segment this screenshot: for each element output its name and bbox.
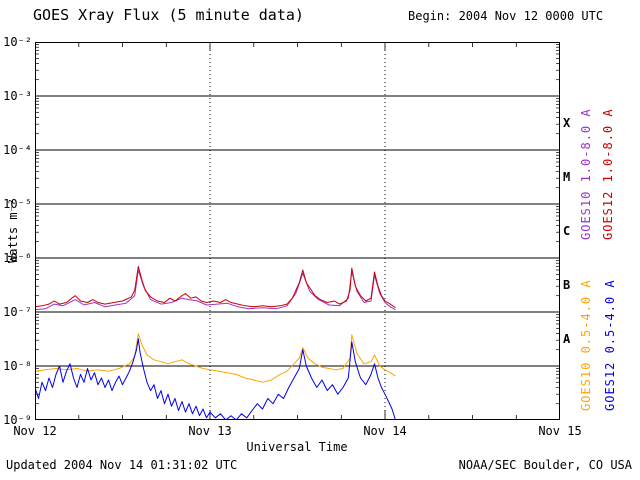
y-tick-label: 10⁻⁶ bbox=[3, 251, 32, 265]
plot-area bbox=[34, 42, 560, 421]
y-tick-label: 10⁻⁷ bbox=[3, 305, 32, 319]
legend-goes12-1-0-8-0-a: GOES12 1.0-8.0 A bbox=[601, 108, 615, 240]
flare-class-b: B bbox=[563, 278, 571, 292]
legend-goes10-0-5-4-0-a: GOES10 0.5-4.0 A bbox=[579, 279, 593, 411]
y-tick-label: 10⁻² bbox=[3, 35, 32, 49]
flare-class-c: C bbox=[563, 224, 571, 238]
x-tick-label: Nov 12 bbox=[13, 424, 57, 438]
begin-timestamp: Begin: 2004 Nov 12 0000 UTC bbox=[408, 9, 604, 23]
legend-goes12-0-5-4-0-a: GOES12 0.5-4.0 A bbox=[603, 279, 617, 411]
y-tick-label: 10⁻³ bbox=[3, 89, 32, 103]
credit-text: NOAA/SEC Boulder, CO USA bbox=[458, 458, 632, 472]
flare-class-m: M bbox=[563, 170, 571, 184]
x-tick-label: Nov 14 bbox=[363, 424, 407, 438]
series-goes12-1-0-8-0-a bbox=[34, 265, 396, 309]
flux-plot-svg bbox=[34, 42, 560, 421]
y-tick-label: 10⁻⁸ bbox=[3, 359, 32, 373]
y-tick-label: 10⁻⁵ bbox=[3, 197, 32, 211]
x-tick-label: Nov 13 bbox=[188, 424, 232, 438]
series-goes12-0-5-4-0-a bbox=[34, 338, 396, 421]
page-title: GOES Xray Flux (5 minute data) bbox=[33, 6, 304, 24]
flare-class-x: X bbox=[563, 116, 571, 130]
updated-timestamp: Updated 2004 Nov 14 01:31:02 UTC bbox=[6, 458, 238, 472]
series-goes10-0-5-4-0-a bbox=[34, 333, 396, 383]
x-tick-label: Nov 15 bbox=[538, 424, 582, 438]
flare-class-a: A bbox=[563, 332, 571, 346]
x-axis-label: Universal Time bbox=[246, 440, 348, 454]
y-tick-label: 10⁻⁴ bbox=[3, 143, 32, 157]
legend-goes10-1-0-8-0-a: GOES10 1.0-8.0 A bbox=[579, 108, 593, 240]
series-goes10-1-0-8-0-a bbox=[34, 269, 396, 311]
y-tick-label: 10⁻⁹ bbox=[3, 413, 32, 427]
